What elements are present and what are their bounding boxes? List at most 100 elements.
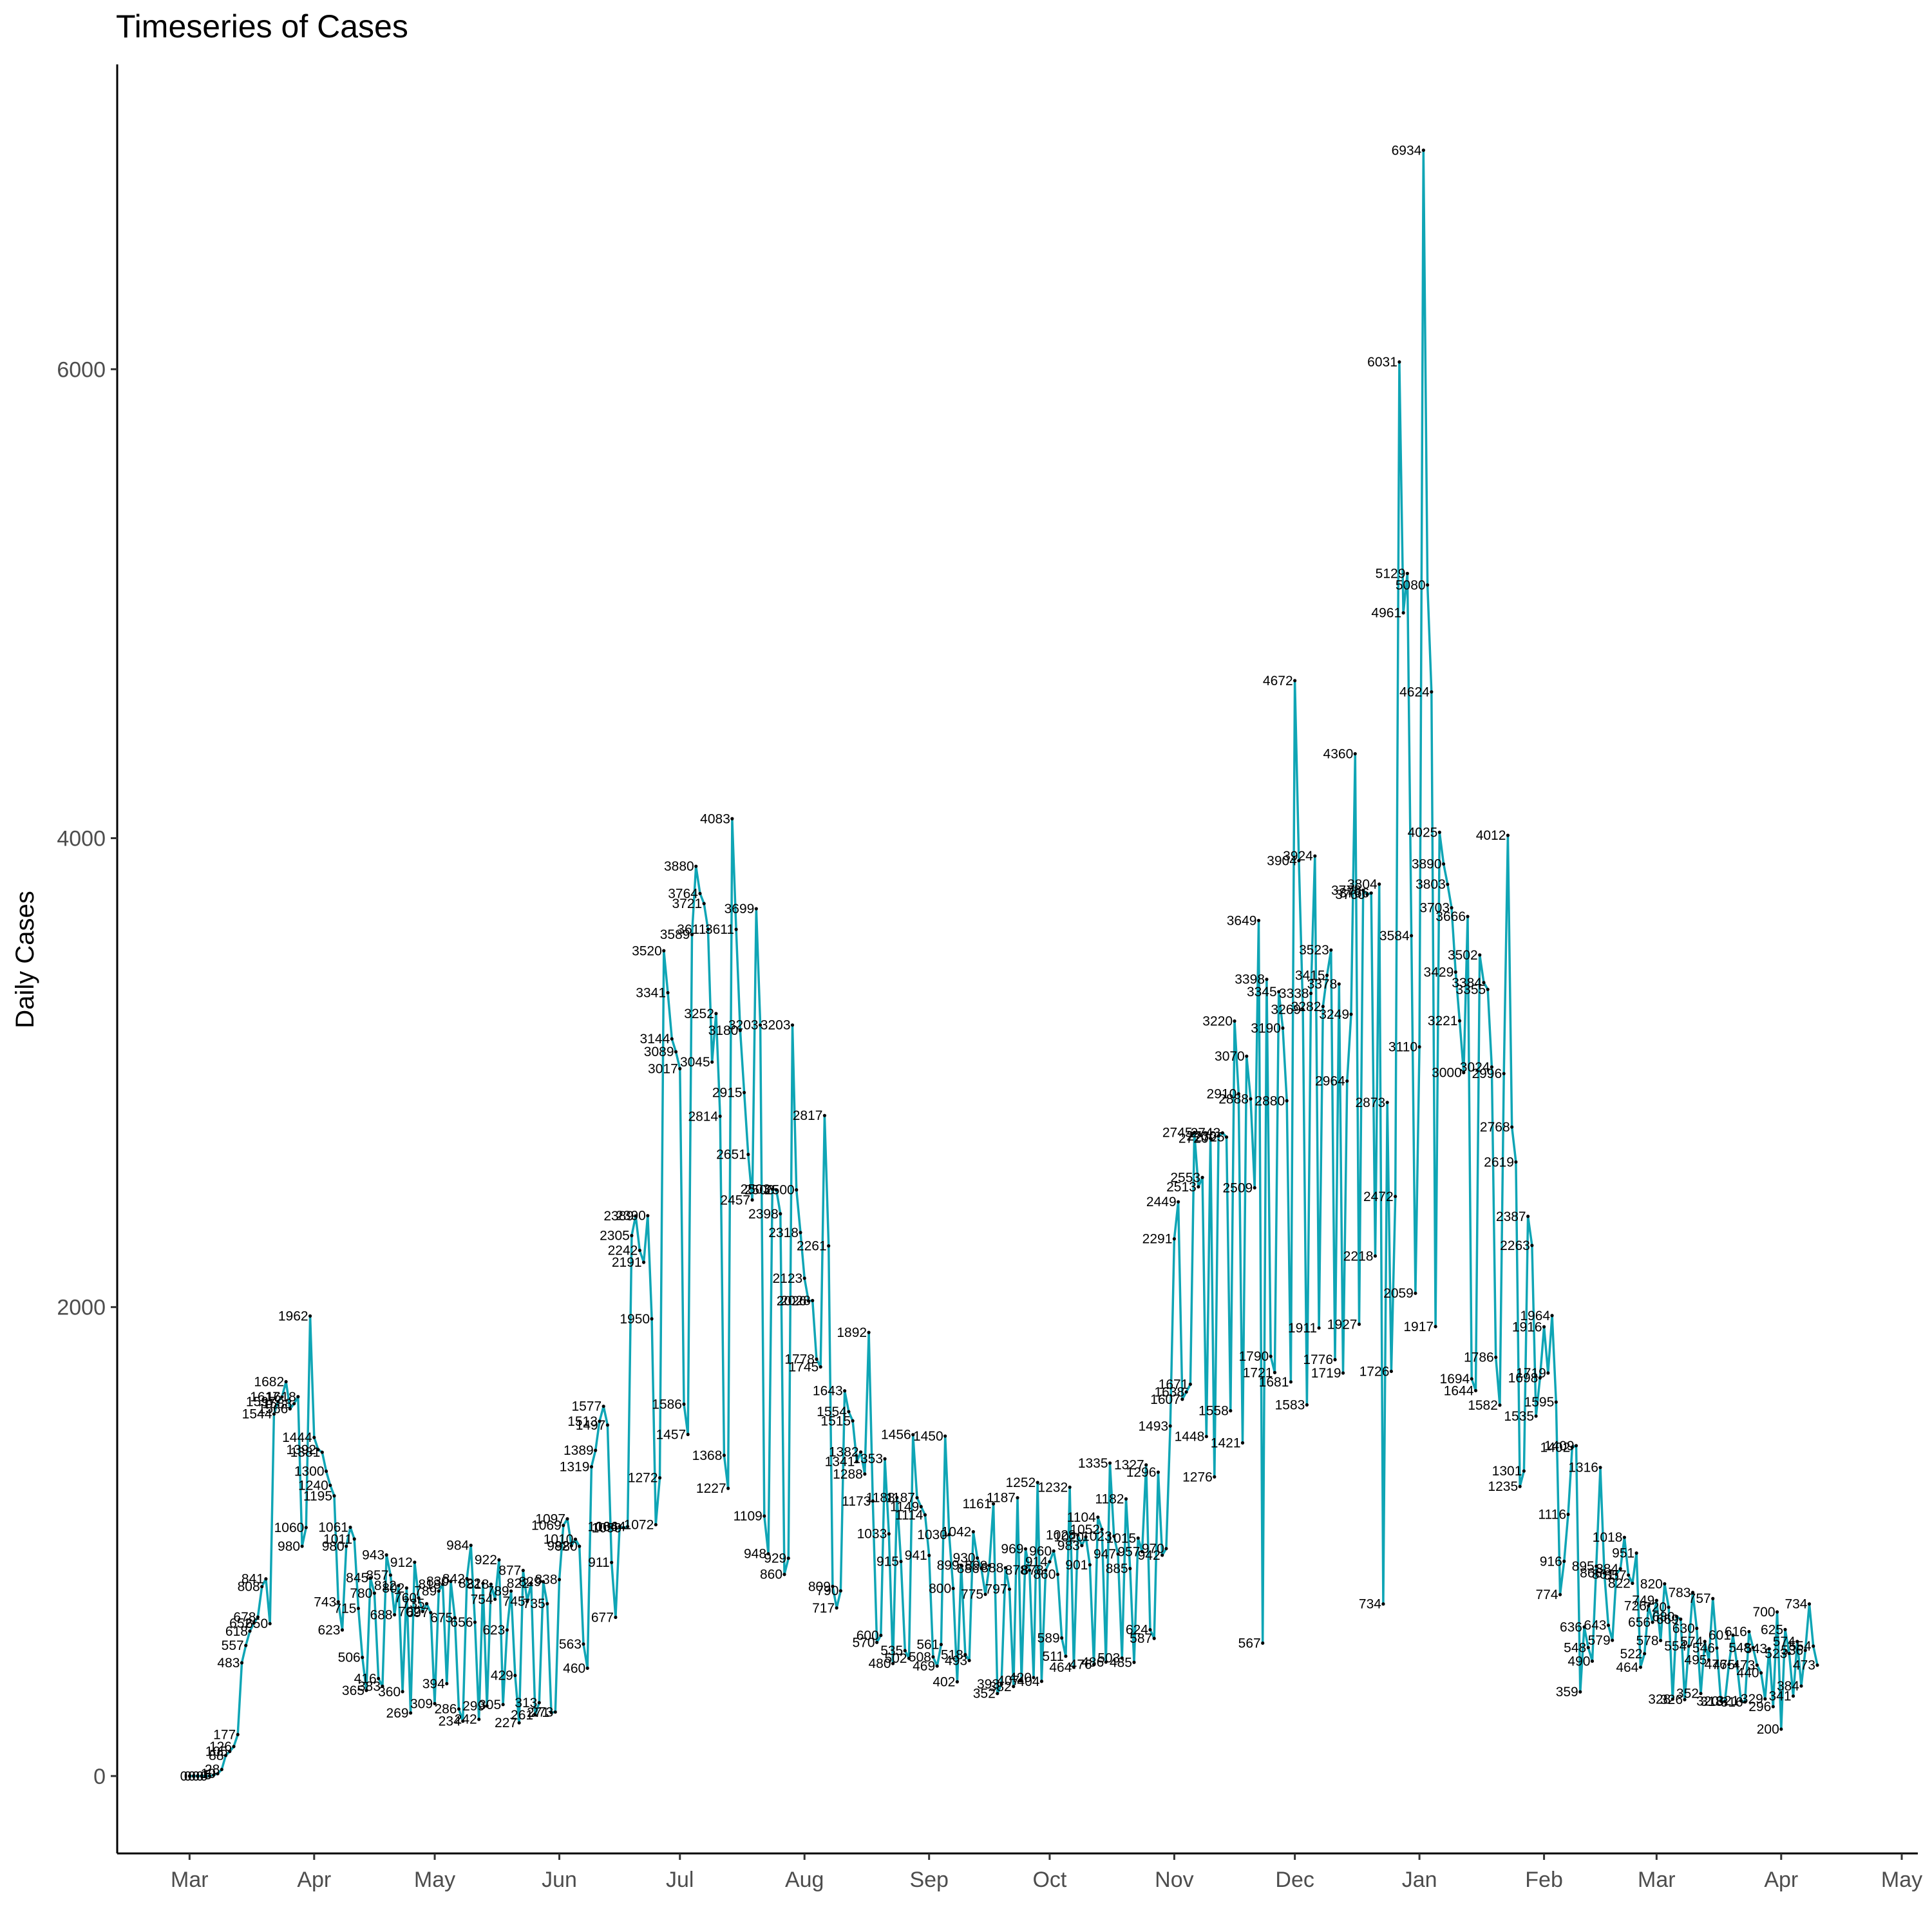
data-label: 2387 <box>1496 1209 1526 1224</box>
data-label: 1554 <box>817 1405 847 1419</box>
data-label: 901 <box>1065 1558 1088 1573</box>
data-point <box>1361 888 1365 892</box>
data-point <box>1627 1573 1631 1577</box>
data-label: 1535 <box>1504 1409 1534 1424</box>
data-point <box>923 1513 927 1517</box>
data-label: 548 <box>1564 1640 1586 1655</box>
data-label: 700 <box>1753 1605 1776 1620</box>
x-tick-label: May <box>414 1868 455 1892</box>
data-label: 1064 <box>587 1519 618 1534</box>
data-point <box>304 1526 308 1530</box>
data-label: 2725 <box>1195 1130 1225 1145</box>
data-label: 1577 <box>571 1399 601 1414</box>
data-label: 2218 <box>1343 1249 1374 1264</box>
data-point <box>1437 830 1441 834</box>
data-label: 1011 <box>323 1532 352 1547</box>
data-label: 734 <box>1785 1597 1807 1612</box>
data-point <box>449 1580 453 1584</box>
data-label: 394 <box>422 1676 445 1691</box>
data-point <box>461 1719 465 1723</box>
data-label: 0 <box>184 1769 192 1784</box>
data-label: 3249 <box>1319 1007 1349 1022</box>
data-point <box>578 1544 582 1548</box>
data-point <box>1032 1676 1036 1680</box>
data-label: 630 <box>1672 1621 1695 1636</box>
data-point <box>1574 1444 1578 1448</box>
data-point <box>381 1684 384 1689</box>
data-point <box>1486 987 1490 991</box>
data-label: 3221 <box>1428 1014 1458 1028</box>
data-point <box>634 1214 638 1218</box>
data-point <box>1293 679 1297 683</box>
data-point <box>1124 1497 1128 1501</box>
data-point <box>1253 1186 1256 1189</box>
data-point <box>867 1331 871 1334</box>
data-label: 3338 <box>1279 987 1309 1001</box>
data-point <box>1016 1496 1019 1500</box>
data-point <box>1116 1552 1120 1556</box>
data-point <box>1667 1605 1671 1609</box>
data-label: 578 <box>1636 1633 1659 1648</box>
data-label: 574 <box>1680 1634 1703 1649</box>
data-point <box>1578 1690 1582 1694</box>
data-point <box>1401 611 1405 615</box>
data-label: 656 <box>1628 1615 1651 1630</box>
data-point <box>1674 1615 1679 1618</box>
data-point <box>1229 1408 1233 1413</box>
data-point <box>678 1066 682 1070</box>
data-point <box>1723 1700 1727 1703</box>
data-label: 440 <box>1737 1666 1759 1681</box>
data-point <box>1417 1045 1421 1049</box>
data-point <box>417 1596 421 1600</box>
data-point <box>1112 1534 1116 1538</box>
data-point <box>1236 1092 1240 1095</box>
data-label: 2503 <box>741 1182 771 1197</box>
data-label: 1402 <box>1540 1440 1571 1455</box>
data-point <box>248 1629 252 1633</box>
series <box>189 149 1819 1777</box>
data-point <box>991 1502 996 1506</box>
data-label: 650 <box>245 1616 268 1631</box>
data-point <box>819 1365 822 1369</box>
data-label: 5 <box>204 1768 212 1783</box>
data-label: 1235 <box>1488 1479 1518 1494</box>
data-label: 983 <box>1057 1539 1080 1553</box>
data-point <box>951 1586 955 1591</box>
x-tick-label: Jul <box>666 1868 694 1892</box>
data-point <box>1028 1568 1032 1572</box>
data-label: 3766 <box>1339 886 1369 901</box>
data-label: 1776 <box>1303 1352 1333 1367</box>
data-point <box>1654 1598 1658 1602</box>
data-point <box>1180 1397 1184 1401</box>
data-point <box>1775 1610 1779 1614</box>
data-label: 675 <box>430 1611 453 1625</box>
data-point <box>1204 1435 1208 1439</box>
data-label: 1588 <box>262 1397 292 1412</box>
data-label: 1272 <box>628 1471 658 1486</box>
data-point <box>843 1389 847 1393</box>
data-point <box>831 1584 835 1588</box>
data-point <box>332 1494 336 1498</box>
data-point <box>858 1450 863 1454</box>
data-label: 3110 <box>1388 1040 1417 1055</box>
data-label: 296 <box>1748 1700 1771 1714</box>
data-label: 493 <box>945 1653 967 1668</box>
data-point <box>1526 1215 1530 1218</box>
data-label: 3666 <box>1435 909 1466 924</box>
data-label: 359 <box>1556 1685 1578 1700</box>
data-point <box>1168 1424 1172 1428</box>
data-point <box>340 1628 345 1632</box>
data-point <box>345 1544 348 1548</box>
data-label: 1916 <box>1512 1320 1542 1334</box>
data-label: 1240 <box>298 1478 328 1493</box>
data-point <box>493 1597 497 1601</box>
data-point <box>1313 854 1317 858</box>
data-label: 1457 <box>656 1427 687 1442</box>
data-point <box>1679 1617 1683 1621</box>
data-labels: 0000005102888105126177483557618652678808… <box>180 143 1819 1784</box>
data-label: 1072 <box>624 1518 654 1533</box>
data-point <box>822 1113 827 1117</box>
data-point <box>457 1707 461 1711</box>
data-label: 943 <box>362 1548 384 1563</box>
data-point <box>895 1495 899 1499</box>
